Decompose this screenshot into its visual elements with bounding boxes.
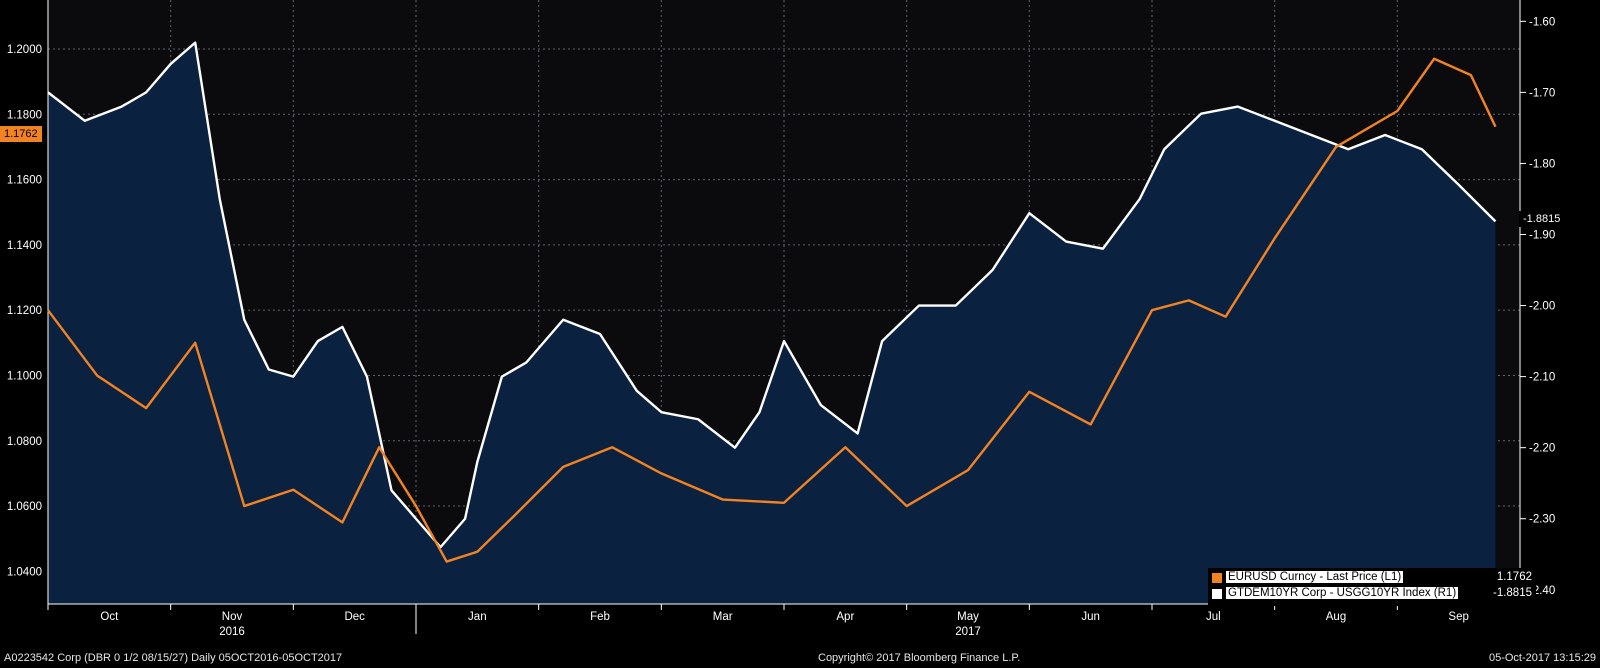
x-year-label: 2017 — [955, 626, 981, 638]
spread-area-fill — [48, 42, 1496, 604]
legend-swatch-eurusd — [1212, 573, 1222, 583]
legend-label-yield-spread: GTDEM10YR Corp - USGG10YR Index (R1) — [1226, 587, 1459, 599]
security-description: A0223542 Corp (DBR 0 1/2 08/15/27) Daily… — [4, 652, 343, 664]
copyright-text: Copyright© 2017 Bloomberg Finance L.P. — [818, 652, 1021, 664]
x-tick-label: Mar — [713, 611, 733, 623]
x-tick-label: Aug — [1326, 611, 1346, 623]
legend: EURUSD Curncy - Last Price (L1) 1.1762 G… — [1208, 568, 1536, 606]
left-tick-label: 1.1800 — [7, 109, 42, 121]
x-tick-label: Oct — [100, 611, 119, 623]
x-tick-label: Nov — [222, 611, 243, 623]
legend-swatch-yield-spread — [1212, 589, 1222, 599]
footer-bar: A0223542 Corp (DBR 0 1/2 08/15/27) Daily… — [0, 650, 1600, 668]
left-last-value-tag: 1.1762 — [0, 126, 42, 142]
left-tick-label: 1.1600 — [7, 175, 42, 187]
x-year-label: 2016 — [219, 626, 245, 638]
left-tick-label: 1.0800 — [7, 436, 42, 448]
legend-label-eurusd: EURUSD Curncy - Last Price (L1) — [1226, 571, 1404, 583]
x-tick-label: Jul — [1206, 611, 1221, 623]
right-axis-ticks: -1.60 -1.70 -1.80 -1.90 -2.00 -2.10 -2.20 -2.30… — [1520, 16, 1555, 597]
series-line-eurusd — [47, 57, 1497, 563]
left-tick-label: 1.1400 — [7, 240, 42, 252]
legend-value-eurusd: 1.1762 — [1496, 571, 1532, 583]
x-tick-label: Jan — [468, 611, 487, 623]
x-tick-label: Sep — [1448, 611, 1468, 623]
x-tick-label: May — [957, 611, 979, 623]
left-tick-label: 1.2000 — [7, 44, 42, 56]
x-axis-ticks: Oct Nov Dec Jan Feb Mar Apr May Jun Jul Aug Sep 2016… — [47, 604, 1469, 638]
legend-value-yield-spread: -1.8815 — [1492, 587, 1532, 599]
right-tick-label: -1.90 — [1529, 229, 1555, 241]
left-tick-label: 1.0400 — [7, 566, 42, 578]
right-last-value-tag: -1.8815 — [1519, 211, 1565, 227]
x-tick-label: Apr — [836, 611, 854, 623]
right-tick-label: -2.10 — [1529, 372, 1555, 384]
x-tick-label: Dec — [344, 611, 365, 623]
left-tick-label: 1.1000 — [7, 370, 42, 382]
right-tick-label: -1.80 — [1529, 158, 1555, 170]
right-tick-label: -1.70 — [1529, 87, 1555, 99]
right-tick-label: -1.60 — [1529, 16, 1555, 28]
legend-item-eurusd: EURUSD Curncy - Last Price (L1) 1.1762 — [1212, 570, 1532, 586]
right-tick-label: -2.20 — [1529, 443, 1555, 455]
left-tick-label: 1.1200 — [7, 305, 42, 317]
legend-item-yield-spread: GTDEM10YR Corp - USGG10YR Index (R1) -1.… — [1212, 586, 1532, 602]
timestamp: 05-Oct-2017 13:15:29 — [1488, 652, 1596, 664]
series-line-yield-spread — [47, 41, 1497, 549]
x-tick-label: Feb — [590, 611, 610, 623]
right-tick-label: -2.30 — [1529, 514, 1555, 526]
left-tick-label: 1.0600 — [7, 501, 42, 513]
x-tick-label: Jun — [1081, 611, 1100, 623]
left-axis-ticks: 1.2000 1.1800 1.1600 1.1400 1.1200 1.1000 1.08… — [7, 44, 42, 578]
right-tick-label: -2.00 — [1529, 301, 1555, 313]
